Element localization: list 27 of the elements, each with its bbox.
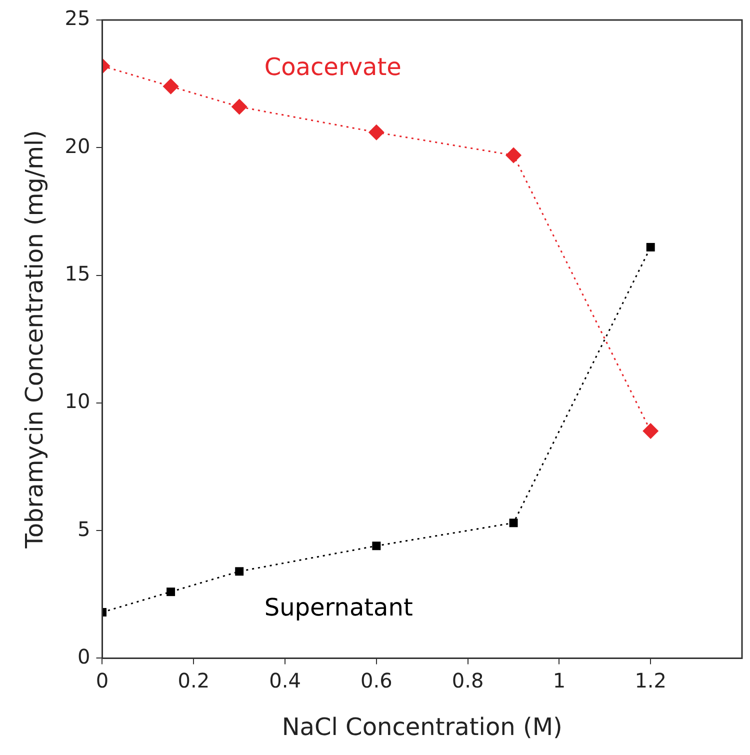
point	[166, 588, 176, 596]
y-tick-label: 5	[78, 516, 90, 541]
point	[231, 98, 248, 115]
y-tick-label: 25	[64, 6, 90, 30]
point	[506, 147, 522, 164]
point	[235, 567, 244, 576]
x-tick-label: 0.4	[269, 668, 301, 692]
x-axis-title: NaCl Concentration (M)	[282, 712, 562, 741]
x-tick-label: 1.2	[634, 668, 667, 692]
y-tick-label: 20	[64, 134, 90, 158]
y-tick-label: 15	[64, 261, 90, 286]
point	[509, 518, 518, 528]
y-tick-label: 0	[78, 644, 90, 668]
point	[646, 242, 655, 252]
x-tick-label: 0.6	[360, 668, 392, 692]
x-tick-label: 0	[96, 668, 109, 692]
x-tick-label: 1	[552, 668, 566, 692]
series-label: Supernatant	[264, 594, 413, 622]
series-label: Coacervate	[264, 53, 402, 82]
point	[368, 124, 384, 140]
point	[162, 78, 179, 94]
point	[642, 423, 659, 439]
y-tick-label: 10	[64, 389, 90, 414]
x-tick-label: 0.2	[178, 668, 210, 692]
x-tick-label: 0.8	[452, 668, 484, 692]
point	[372, 542, 381, 550]
y-axis-title: Tobramycin Concentration (mg/ml)	[20, 130, 49, 550]
